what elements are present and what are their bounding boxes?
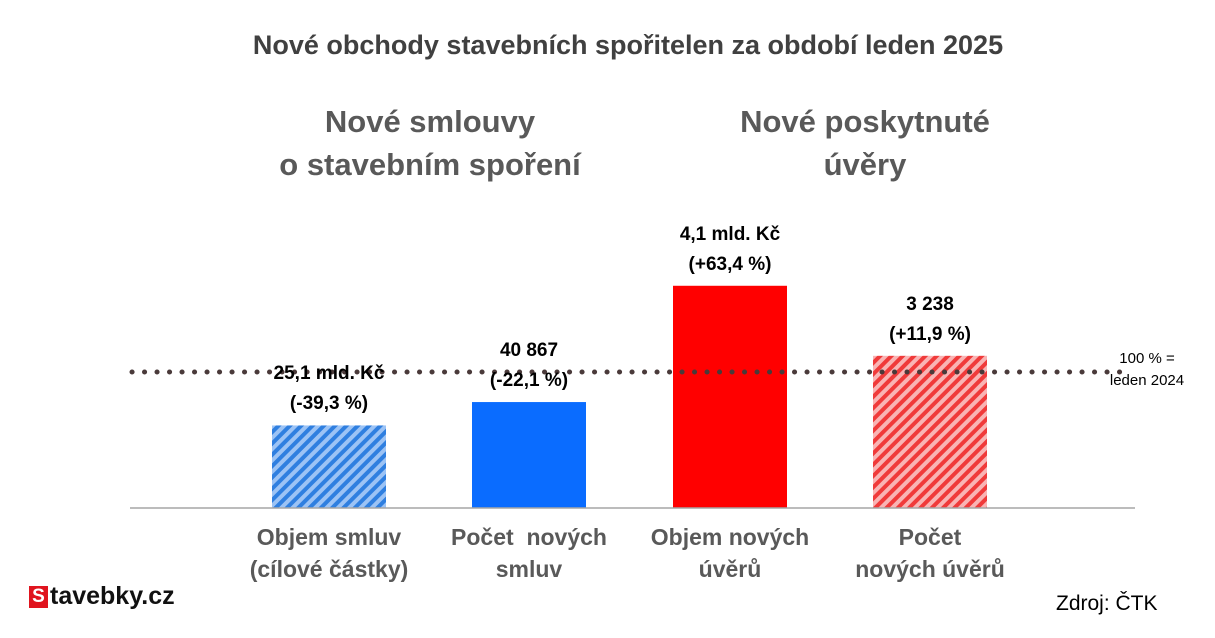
bar-3 bbox=[873, 355, 987, 508]
group-title-contracts-line-1: Nové smlouvy bbox=[324, 104, 536, 139]
category-label-line-1: Objem smluv bbox=[256, 524, 402, 550]
bar-label-objem-uveru: 4,1 mld. Kč (+63,4 %) bbox=[630, 220, 830, 280]
group-title-loans-line-1: Nové poskytnuté bbox=[740, 104, 990, 139]
reference-label-line-2: leden 2024 bbox=[1109, 372, 1185, 389]
bar-1 bbox=[472, 402, 586, 508]
category-label-line-1: Objem nových bbox=[650, 524, 810, 550]
category-label-line-2: nových úvěrů bbox=[855, 556, 1005, 582]
bar-label-pocet-uveru: 3 238 (+11,9 %) bbox=[830, 290, 1030, 350]
bar-value-label: 40 867 bbox=[499, 340, 559, 362]
logo-text: tavebky.cz bbox=[50, 582, 175, 610]
category-label-objem-smluv: Objem smluv (cílové částky) bbox=[224, 521, 434, 585]
category-label-line-2: (cílové částky) bbox=[249, 556, 409, 582]
group-title-contracts: Nové smlouvy o stavebním spoření bbox=[250, 100, 610, 186]
bar-label-objem-smluv: 25,1 mld. Kč (-39,3 %) bbox=[229, 359, 429, 419]
category-label-objem-uveru: Objem nových úvěrů bbox=[625, 521, 835, 585]
logo-s-badge: S bbox=[29, 585, 48, 608]
group-title-loans: Nové poskytnuté úvěry bbox=[680, 100, 1050, 186]
bar-change-label: (-39,3 %) bbox=[289, 393, 369, 415]
category-label-pocet-smluv: Počet nových smluv bbox=[424, 521, 634, 585]
bar-value-label: 3 238 bbox=[906, 293, 954, 315]
category-label-line-2: úvěrů bbox=[698, 556, 762, 582]
category-label-line-1: Počet nových bbox=[451, 524, 607, 550]
bar-change-label: (+11,9 %) bbox=[889, 323, 971, 345]
stavebky-logo: S tavebky.cz bbox=[29, 582, 175, 611]
bar-value-label: 4,1 mld. Kč bbox=[679, 223, 781, 245]
chart-title: Nové obchody stavebních spořitelen za ob… bbox=[252, 30, 1004, 60]
category-label-line-2: smluv bbox=[495, 556, 563, 582]
category-label-pocet-uveru: Počet nových úvěrů bbox=[825, 521, 1035, 585]
reference-line-label: 100 % = leden 2024 bbox=[1092, 348, 1202, 392]
bar-change-label: (-22,1 %) bbox=[489, 370, 569, 392]
source-note: Zdroj: ČTK bbox=[1056, 592, 1158, 615]
bar-0 bbox=[272, 425, 386, 508]
group-title-loans-line-2: úvěry bbox=[823, 147, 907, 182]
bar-label-pocet-smluv: 40 867 (-22,1 %) bbox=[429, 336, 629, 396]
bar-2 bbox=[673, 285, 787, 508]
reference-label-line-1: 100 % = bbox=[1119, 350, 1175, 367]
bar-value-label: 25,1 mld. Kč bbox=[273, 363, 385, 385]
group-title-contracts-line-2: o stavebním spoření bbox=[279, 147, 581, 182]
bar-change-label: (+63,4 %) bbox=[688, 253, 772, 275]
category-label-line-1: Počet bbox=[898, 524, 962, 550]
